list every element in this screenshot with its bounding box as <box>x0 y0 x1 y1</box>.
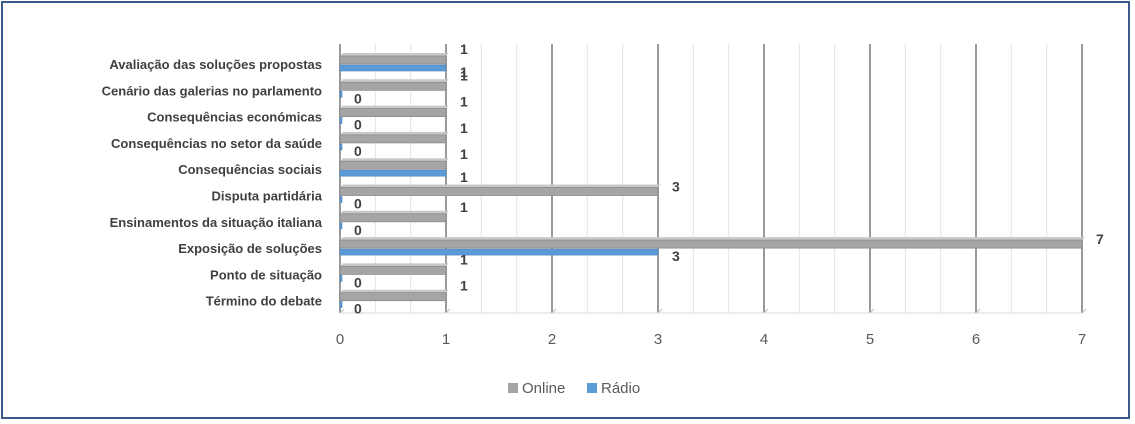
bar-online-top <box>340 289 449 293</box>
bar-online <box>339 265 447 275</box>
category-label: Avaliação das soluções propostas <box>109 57 322 72</box>
bar-radio <box>339 301 343 309</box>
data-label-radio: 0 <box>354 274 362 290</box>
legend: Online Rádio <box>508 380 640 397</box>
data-label-radio: 1 <box>460 169 468 185</box>
data-label-online: 1 <box>460 67 468 83</box>
gridline-foot <box>339 308 345 314</box>
bars <box>339 53 1085 309</box>
x-tick-label: 3 <box>654 331 662 348</box>
bar-online-top <box>340 263 449 267</box>
legend-swatch <box>587 383 597 393</box>
category-label: Cenário das galerias no parlamento <box>102 83 322 98</box>
data-label-radio: 3 <box>672 248 680 264</box>
bar-online-top <box>340 105 449 109</box>
category-label: Ensinamentos da situação italiana <box>110 215 323 230</box>
bar-radio <box>339 64 447 72</box>
bar-online <box>339 187 659 196</box>
data-label-online: 1 <box>460 199 468 215</box>
legend-label: Rádio <box>601 380 640 397</box>
bar-online <box>339 81 447 91</box>
gridline-foot <box>445 308 451 314</box>
gridline-foot <box>763 308 769 314</box>
x-tick-label: 7 <box>1078 331 1086 348</box>
bar-online <box>339 108 447 117</box>
data-label-online: 7 <box>1096 231 1104 247</box>
data-label-radio: 0 <box>354 301 362 317</box>
bar-online-top <box>340 79 449 83</box>
data-label-radio: 0 <box>354 222 362 238</box>
data-label-radio: 0 <box>354 143 362 159</box>
category-label: Ponto de situação <box>210 267 322 282</box>
category-label: Disputa partidária <box>211 189 322 204</box>
bar-online <box>339 292 447 302</box>
legend-label: Online <box>522 380 565 397</box>
bar-radio <box>339 222 343 230</box>
category-label: Consequências económicas <box>147 110 322 125</box>
bar-radio <box>339 196 343 203</box>
category-labels: Avaliação das soluções propostas Cenário … <box>102 57 323 309</box>
data-label-radio: 0 <box>354 90 362 106</box>
bar-chart: Avaliação das soluções propostas Cenário … <box>102 41 1104 397</box>
gridline-foot <box>1081 308 1087 314</box>
data-label-radio: 0 <box>354 117 362 133</box>
bar-online <box>339 239 1083 249</box>
data-label-radio: 1 <box>460 64 468 80</box>
gridlines <box>339 44 1087 314</box>
gridline-foot <box>657 308 663 314</box>
x-tick-label: 6 <box>972 331 980 348</box>
bar-online-top <box>340 210 449 214</box>
bar-radio <box>339 143 343 151</box>
x-tick-label: 1 <box>442 331 450 348</box>
data-label-online: 1 <box>460 120 468 136</box>
bar-radio <box>339 91 343 98</box>
bar-online-top <box>340 131 449 135</box>
bar-radio <box>339 275 343 282</box>
bar-online <box>339 55 447 65</box>
category-label: Exposição de soluções <box>178 241 322 256</box>
data-label-online: 3 <box>672 179 680 195</box>
data-label-online: 1 <box>460 278 468 294</box>
category-label: Consequências no setor da saúde <box>111 136 322 151</box>
category-label: Consequências sociais <box>178 162 322 177</box>
bar-online <box>339 213 447 223</box>
bar-online-top <box>340 158 449 162</box>
legend-swatch <box>508 383 518 393</box>
bar-radio <box>339 169 447 177</box>
bar-radio <box>339 248 659 256</box>
x-tick-label: 0 <box>336 331 344 348</box>
x-tick-label: 5 <box>866 331 874 348</box>
x-tick-label: 4 <box>760 331 768 348</box>
x-tick-labels: 0 1 2 3 4 5 6 7 <box>336 331 1086 348</box>
category-label: Término do debate <box>206 294 322 309</box>
bar-online-top <box>340 53 449 56</box>
data-label-online: 1 <box>460 94 468 110</box>
bar-online-top <box>340 184 661 188</box>
data-label-radio: 0 <box>354 196 362 212</box>
gridline-foot <box>975 308 981 314</box>
bar-online <box>339 160 447 170</box>
gridline-foot <box>869 308 875 314</box>
data-label-online: 1 <box>460 41 468 57</box>
bar-radio <box>339 117 343 124</box>
bar-online <box>339 134 447 144</box>
bar-online-top <box>340 237 1085 241</box>
x-tick-label: 2 <box>548 331 556 348</box>
gridline-foot <box>551 308 557 314</box>
data-label-online: 1 <box>460 146 468 162</box>
data-label-online: 1 <box>460 251 468 267</box>
